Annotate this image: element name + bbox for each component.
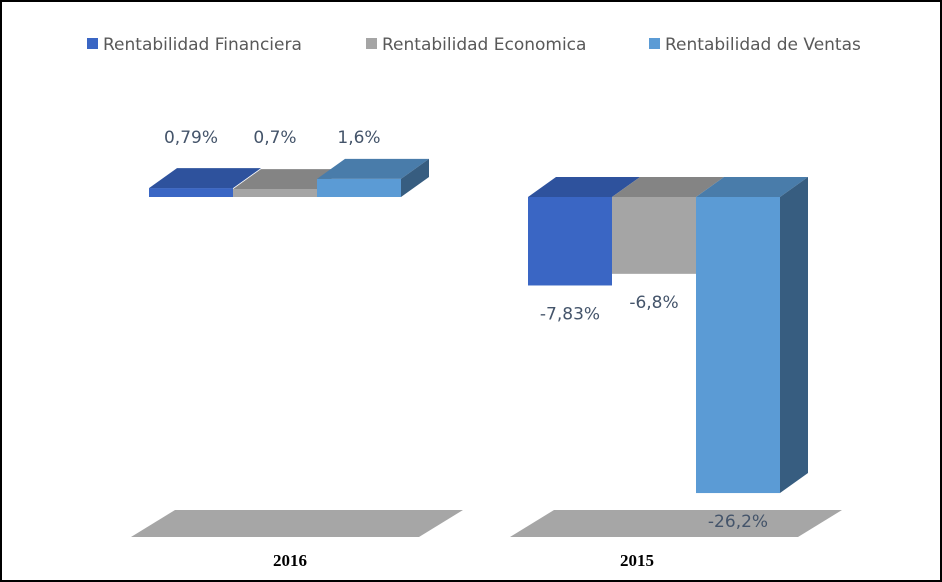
legend-label: Rentabilidad Economica [382,35,586,55]
bar-top [149,168,261,189]
legend-swatch [87,38,98,49]
legend-swatch [366,38,377,49]
data-label: 0,7% [253,128,296,148]
bar-front [233,189,317,197]
data-label: -6,8% [629,293,678,313]
bar-top [317,158,429,179]
bar-top [612,177,724,197]
bar-top [696,177,808,197]
data-label: -26,2% [708,512,768,532]
bar-side [780,177,808,494]
bar-top [528,177,640,197]
bar-front [149,188,233,197]
legend-label: Rentabilidad de Ventas [665,35,861,55]
bar-front [317,178,401,197]
x-tick-label: 2016 [273,551,307,570]
data-label: 0,79% [164,128,218,148]
bar-side [401,158,429,197]
x-tick-label: 2015 [620,551,654,570]
floor [131,510,463,537]
legend-label: Rentabilidad Financiera [103,35,302,55]
data-label: 1,6% [337,128,380,148]
data-label: -7,83% [540,304,600,324]
bar-front [612,197,696,274]
legend-swatch [649,38,660,49]
bar-front [696,197,780,494]
floor [510,510,842,537]
bar-front [528,197,612,286]
